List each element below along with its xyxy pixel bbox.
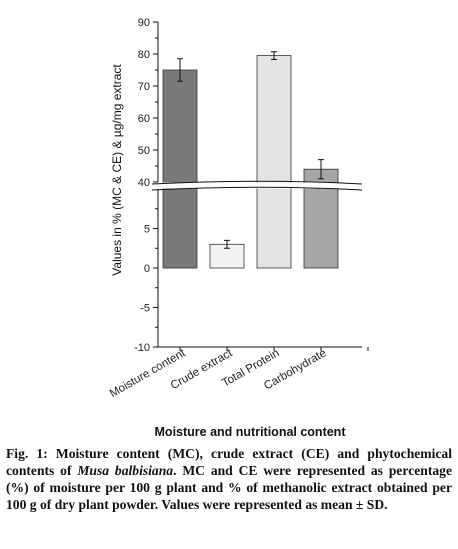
x-axis-title: Moisture and nutritional content — [155, 425, 347, 439]
y-tick-label: 80 — [138, 49, 150, 61]
error-bar-crude-extract — [224, 239, 230, 249]
x-tick-label: Moisture content — [108, 347, 188, 400]
figure-caption: Fig. 1: Moisture content (MC), crude ext… — [6, 445, 452, 513]
error-bar-total-protein — [271, 51, 277, 60]
axis-break-mark — [151, 186, 363, 191]
y-tick-label: 5 — [144, 224, 150, 236]
bars-group — [162, 55, 339, 269]
axes-group — [151, 22, 363, 348]
y-axis-title: Values in % (MC & CE) & µg/mg extract — [110, 64, 124, 276]
y-tick-label: 60 — [138, 113, 150, 125]
y-tick-label: 70 — [138, 81, 150, 93]
error-bar-carbohydrate — [318, 159, 324, 180]
y-tick-label: 0 — [144, 263, 150, 275]
y-tick-label: 90 — [138, 17, 150, 29]
error-bar-moisture-content — [177, 58, 183, 82]
error-bars-group — [177, 51, 324, 249]
caption-text-1: Moisture content (MC), crude extract (CE… — [6, 446, 452, 478]
y-tick-label: -10 — [134, 342, 150, 354]
caption-label: Fig. 1: — [6, 446, 48, 461]
bar-chart: 40 50 60 70 80 90 -10 -5 0 5 Moisture contentCrud… — [108, 17, 369, 439]
bar-moisture-content — [162, 69, 198, 269]
y-tick-label: 50 — [138, 145, 150, 157]
caption-text-2: . MC and CE were represented as percenta… — [6, 463, 452, 512]
y-tick-label: -5 — [140, 303, 150, 315]
axis-break-mark — [151, 180, 363, 185]
axis-break-gap — [152, 182, 362, 189]
bar-total-protein — [256, 55, 292, 269]
caption-species: Musa balbisiana — [77, 463, 174, 478]
ticks-group: 40 50 60 70 80 90 -10 -5 0 5 — [134, 17, 369, 354]
y-tick-label: 40 — [138, 177, 150, 189]
